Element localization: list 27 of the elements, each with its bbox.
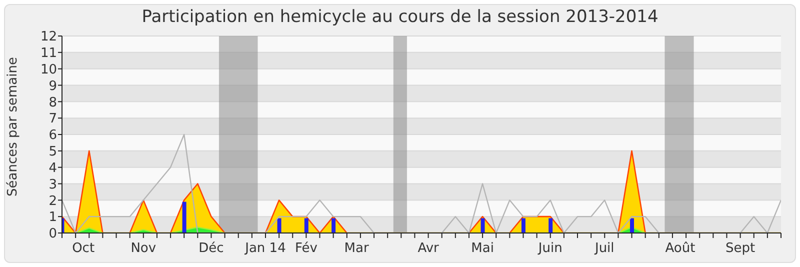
x-tick-label: Avr	[418, 241, 440, 256]
x-tick-label: Jan 14	[244, 241, 286, 256]
y-tick-label: 2	[48, 194, 57, 209]
y-tick-label: 0	[48, 226, 57, 242]
x-tick-label: Nov	[130, 241, 156, 256]
y-tick-label: 7	[48, 112, 57, 127]
x-tick-label: Mar	[344, 241, 370, 256]
y-tick-label: 1	[48, 210, 57, 226]
x-tick-label: Juil	[594, 241, 614, 256]
y-tick-label: 11	[40, 46, 57, 62]
chart-title: Participation en hemicycle au cours de la session 2013-2014	[140, 7, 660, 27]
x-tick-label: Déc	[198, 241, 224, 256]
x-tick-label: Juin	[537, 241, 562, 256]
y-tick-label: 4	[48, 160, 57, 176]
y-tick-label: 12	[40, 30, 57, 45]
y-tick-label: 3	[48, 177, 57, 192]
y-axis-title: Séances par semaine	[6, 57, 21, 196]
x-tick-label: Fév	[294, 241, 318, 256]
y-tick-label: 5	[48, 144, 57, 160]
x-tick-label: Août	[665, 241, 696, 256]
x-tick-label: Oct	[72, 241, 95, 256]
y-tick-label: 8	[48, 95, 57, 110]
x-tick-label: Sept	[725, 241, 756, 256]
x-tick-label: Mai	[471, 241, 494, 256]
y-tick-label: 9	[48, 78, 57, 94]
y-tick-label: 10	[40, 62, 57, 78]
y-tick-label: 6	[48, 128, 57, 144]
